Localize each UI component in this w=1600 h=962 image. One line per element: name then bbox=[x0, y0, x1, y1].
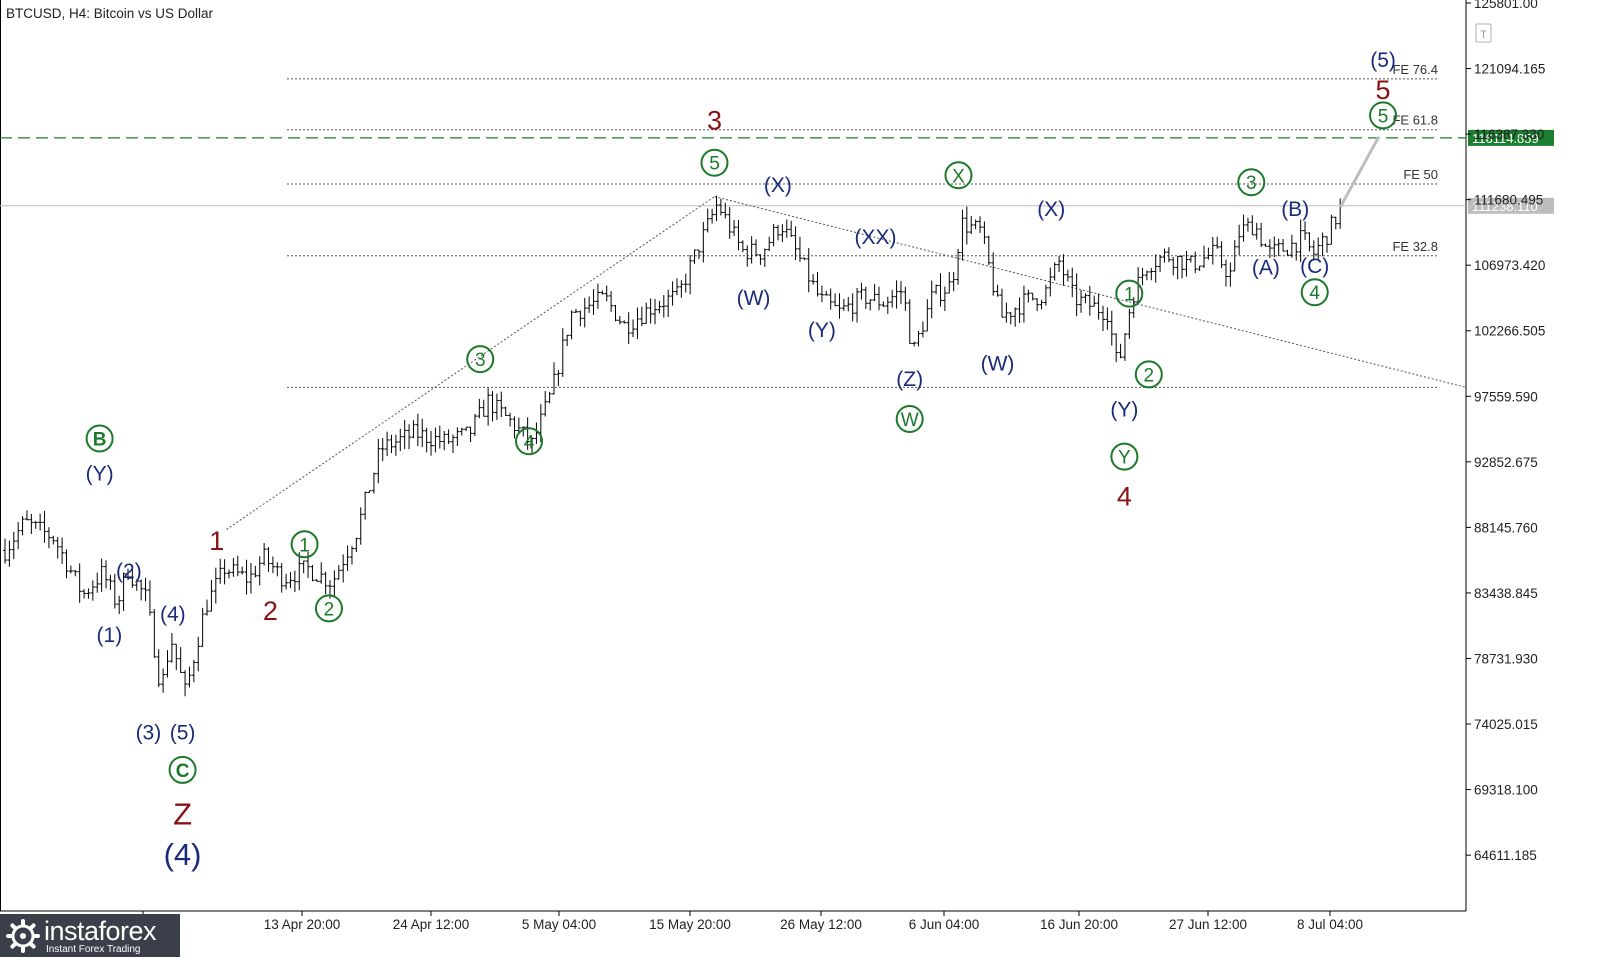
y-tick-label: 92852.675 bbox=[1474, 455, 1538, 470]
wave-label: 5 bbox=[1376, 75, 1391, 105]
y-tick-label: 102266.505 bbox=[1474, 324, 1545, 339]
x-tick-label: 5 May 04:00 bbox=[522, 917, 596, 932]
x-tick-label: 27 Jun 12:00 bbox=[1169, 917, 1247, 932]
trendline bbox=[226, 196, 715, 530]
chart-title: BTCUSD, H4: Bitcoin vs US Dollar bbox=[6, 6, 214, 21]
projection-path bbox=[1339, 136, 1380, 208]
wave-label: 4 bbox=[1117, 482, 1132, 512]
wave-label: (X) bbox=[1037, 198, 1065, 221]
wave-label: (1) bbox=[97, 624, 123, 647]
wave-circle bbox=[1300, 278, 1329, 307]
fib-level-label: FE 61.8 bbox=[1392, 113, 1438, 128]
current-price-label: 111238.110 bbox=[1472, 199, 1538, 214]
wave-circle bbox=[944, 161, 973, 190]
wave-label: 3 bbox=[707, 106, 722, 136]
trendline bbox=[714, 196, 1467, 388]
wave-label: (Z) bbox=[896, 368, 923, 391]
y-tick-label: 69318.100 bbox=[1474, 783, 1538, 798]
wave-circle bbox=[1369, 101, 1398, 130]
wave-label: 2 bbox=[263, 596, 278, 626]
wave-label: (W) bbox=[981, 352, 1015, 375]
wave-label: (W) bbox=[737, 287, 771, 310]
wave-label: (C) bbox=[1300, 255, 1329, 278]
y-tick-label: 88145.760 bbox=[1474, 520, 1538, 535]
wave-label: (4) bbox=[160, 603, 186, 626]
wave-label: Y bbox=[1118, 448, 1131, 469]
wave-label: 1 bbox=[1124, 285, 1135, 306]
wave-label: 4 bbox=[524, 432, 535, 453]
y-tick-label: 111680.495 bbox=[1474, 193, 1543, 208]
y-tick-label: 97559.590 bbox=[1474, 389, 1538, 404]
wave-label: (X) bbox=[764, 174, 792, 197]
wave-label: 2 bbox=[1144, 365, 1155, 386]
fib-level-label: FE 50 bbox=[1403, 167, 1438, 182]
x-tick-label: 15 May 20:00 bbox=[649, 917, 731, 932]
wave-label: 1 bbox=[209, 526, 224, 556]
gear-icon bbox=[6, 919, 40, 953]
template-icon[interactable]: T bbox=[1475, 23, 1492, 43]
wave-label: (A) bbox=[1252, 256, 1280, 279]
wave-label: (B) bbox=[1281, 198, 1309, 221]
wave-label: (4) bbox=[164, 837, 202, 872]
wave-label: X bbox=[952, 166, 965, 187]
wave-label: 1 bbox=[299, 535, 310, 556]
y-tick-label: 116387.330 bbox=[1474, 127, 1544, 142]
wave-circle bbox=[1110, 442, 1139, 471]
fib-level-label: FE 76.4 bbox=[1392, 62, 1438, 77]
wave-circle bbox=[1237, 168, 1266, 197]
wave-circle bbox=[895, 404, 924, 433]
wave-label: (3) bbox=[136, 722, 162, 745]
wave-circle bbox=[515, 427, 544, 456]
x-tick-label: 8 Jul 04:00 bbox=[1297, 917, 1363, 932]
wave-label: 4 bbox=[1309, 283, 1320, 304]
wave-circle bbox=[700, 148, 729, 177]
wave-circle bbox=[1115, 279, 1144, 308]
y-tick-label: 125801.00 bbox=[1474, 0, 1538, 11]
wave-label: (2) bbox=[116, 560, 142, 583]
y-tick-label: 83438.845 bbox=[1474, 586, 1538, 601]
target-price-box bbox=[1468, 129, 1554, 146]
x-tick-label: 26 May 12:00 bbox=[780, 917, 862, 932]
wave-label: 3 bbox=[1246, 173, 1257, 194]
wave-label: (XX) bbox=[855, 226, 897, 249]
wave-label: C bbox=[176, 761, 190, 782]
y-tick-label: 106973.420 bbox=[1474, 258, 1545, 273]
wave-label: W bbox=[901, 410, 919, 431]
wave-label: (Y) bbox=[808, 319, 836, 342]
wave-circle bbox=[85, 424, 114, 453]
wave-label: Z bbox=[173, 796, 192, 831]
wave-label: B bbox=[93, 429, 107, 450]
x-tick-label: 16 Jun 20:00 bbox=[1040, 917, 1118, 932]
y-tick-label: 78731.930 bbox=[1474, 651, 1538, 666]
y-tick-label: 64611.185 bbox=[1474, 848, 1537, 863]
svg-text:T: T bbox=[1480, 29, 1487, 41]
wave-label: (Y) bbox=[86, 463, 114, 486]
instaforex-logo: instaforex Instant Forex Trading bbox=[0, 914, 180, 957]
fib-level-label: FE 32.8 bbox=[1392, 239, 1438, 254]
wave-circle bbox=[314, 594, 343, 623]
y-tick-label: 74025.015 bbox=[1474, 717, 1538, 732]
wave-label: 5 bbox=[709, 154, 720, 175]
y-tick-label: 121094.165 bbox=[1474, 62, 1545, 77]
target-price-label: 116114.859 bbox=[1472, 131, 1539, 146]
wave-circle bbox=[290, 530, 319, 559]
wave-label: 2 bbox=[324, 599, 335, 620]
wave-label: (5) bbox=[1370, 49, 1396, 72]
wave-label: 3 bbox=[475, 350, 486, 371]
wave-circle bbox=[466, 345, 495, 374]
x-tick-label: 24 Apr 12:00 bbox=[393, 917, 470, 932]
wave-circle bbox=[168, 755, 197, 784]
wave-circle bbox=[1134, 360, 1163, 389]
wave-label: 5 bbox=[1378, 106, 1389, 127]
x-tick-label: 6 Jun 04:00 bbox=[909, 917, 980, 932]
wave-label: (Y) bbox=[1110, 398, 1138, 421]
x-tick-label: 13 Apr 20:00 bbox=[264, 917, 341, 932]
current-price-box bbox=[1468, 197, 1554, 214]
wave-label: (5) bbox=[170, 722, 196, 745]
